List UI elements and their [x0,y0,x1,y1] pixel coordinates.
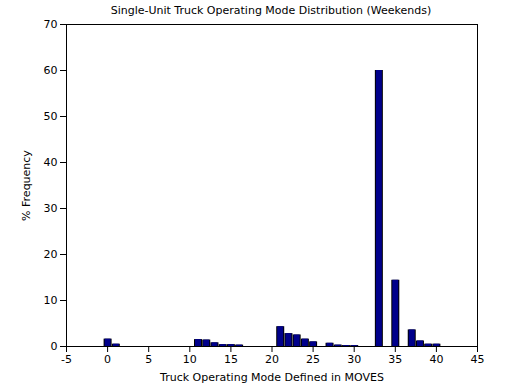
svg-text:20: 20 [265,353,279,366]
svg-text:70: 70 [44,20,58,31]
svg-text:60: 60 [44,64,58,77]
svg-text:15: 15 [224,353,238,366]
svg-text:40: 40 [44,156,58,169]
svg-text:25: 25 [306,353,320,366]
svg-text:% Frequency: % Frequency [20,150,33,221]
svg-text:50: 50 [44,110,58,123]
svg-text:45: 45 [471,353,485,366]
svg-text:Truck Operating Mode Defined i: Truck Operating Mode Defined in MOVES [159,371,384,384]
svg-text:35: 35 [388,353,402,366]
svg-text:10: 10 [44,294,58,307]
svg-text:0: 0 [51,340,58,353]
svg-text:40: 40 [429,353,443,366]
html-text:Single-Unit Truck Operating Mo: Single-Unit Truck Operating Mode Distrib… [110,4,432,17]
svg-text:10: 10 [183,353,197,366]
svg-text:30: 30 [44,202,58,215]
svg-text:30: 30 [347,353,361,366]
svg-text:20: 20 [44,248,58,261]
svg-text:0: 0 [104,353,111,366]
svg-text:-5: -5 [61,353,72,366]
svg-text:5: 5 [145,353,152,366]
